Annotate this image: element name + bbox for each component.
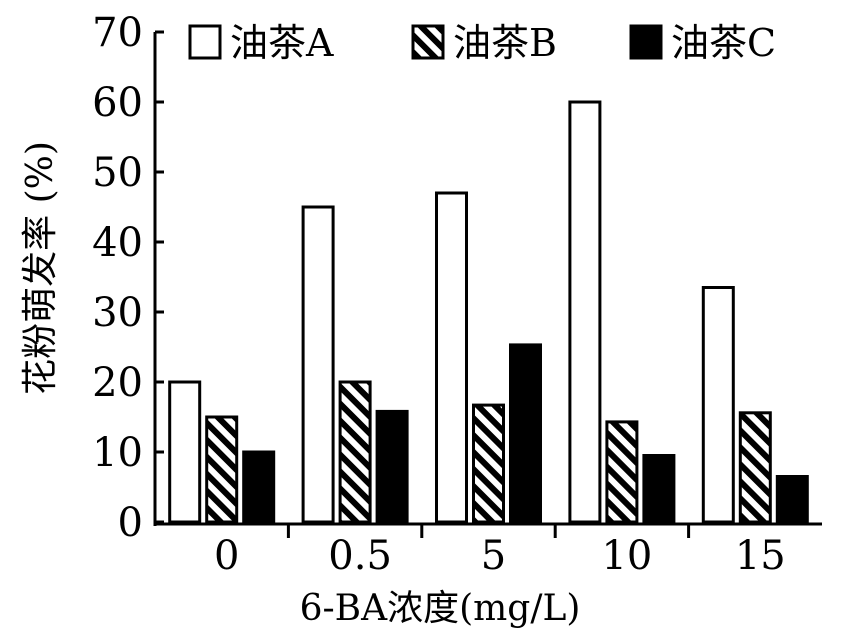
y-tick-label: 50 [92, 150, 143, 196]
legend: 油茶A 油茶B 油茶C [188, 21, 776, 65]
y-tick-label: 10 [92, 430, 143, 476]
legend-swatch [188, 24, 222, 60]
bar [168, 380, 202, 524]
x-tick-label: 0 [214, 533, 239, 579]
bars [168, 100, 809, 524]
y-tick-label: 0 [118, 500, 143, 546]
legend-label: 油茶C [671, 21, 776, 65]
bar [435, 191, 468, 524]
legend-swatch [629, 24, 663, 60]
bar [301, 205, 335, 524]
bar [775, 475, 809, 524]
bar [701, 286, 735, 524]
bar [472, 403, 505, 524]
x-tick-label: 10 [601, 533, 652, 579]
bar [605, 420, 639, 524]
bar [205, 415, 239, 524]
y-tick-label: 70 [92, 10, 143, 56]
bar [642, 454, 676, 524]
x-axis-label: 6-BA浓度(mg/L) [300, 588, 581, 629]
legend-swatch [411, 24, 445, 60]
bar [338, 380, 372, 524]
x-tick-label: 15 [735, 533, 786, 579]
bar [242, 450, 276, 524]
legend-label: 油茶B [453, 21, 557, 65]
bar [375, 409, 409, 524]
bar [738, 411, 772, 524]
y-tick-label: 30 [92, 290, 143, 336]
legend-label: 油茶A [230, 21, 334, 65]
x-tick-label: 5 [481, 533, 506, 579]
bar [509, 343, 542, 524]
x-tick-label: 0.5 [328, 533, 392, 579]
y-tick-label: 40 [92, 220, 143, 266]
axes: 0 10 20 30 40 50 60 70 0 0.5 5 10 15 [92, 10, 822, 579]
y-tick-label: 60 [92, 80, 143, 126]
bar [568, 100, 602, 524]
y-tick-label: 20 [92, 360, 143, 406]
y-axis-label: 花粉萌发率 (%) [20, 141, 61, 395]
